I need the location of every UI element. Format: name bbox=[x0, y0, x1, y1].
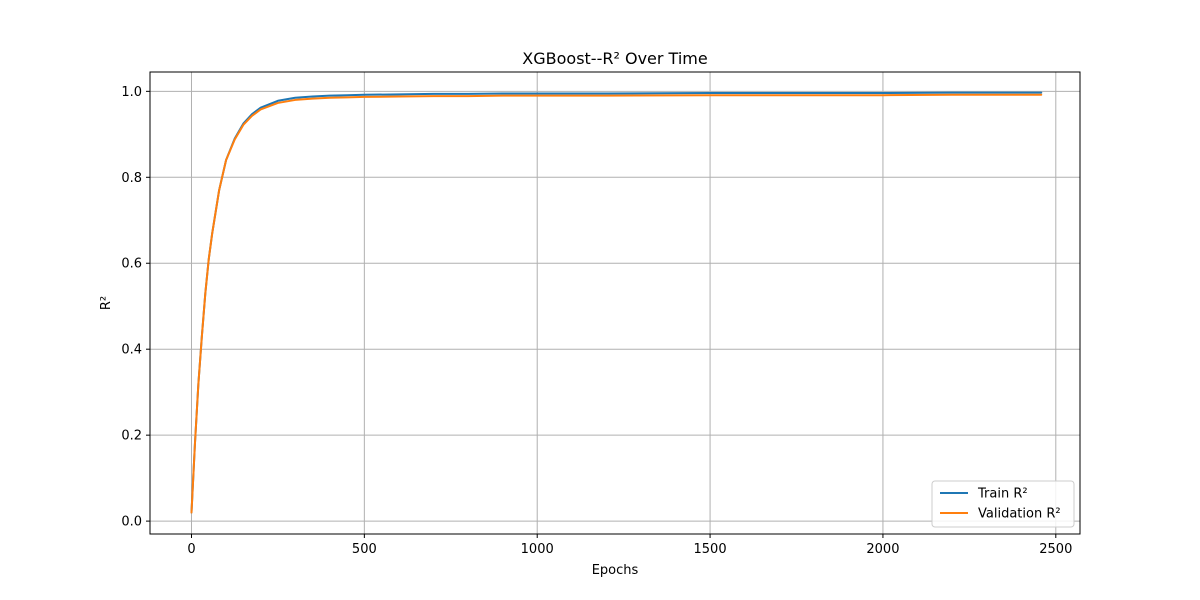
x-tick-label: 2000 bbox=[866, 542, 899, 557]
x-tick-label: 1500 bbox=[694, 542, 727, 557]
series-line-train bbox=[190, 91, 1043, 514]
y-tick-label: 0.8 bbox=[121, 171, 142, 186]
x-axis-label: Epochs bbox=[592, 563, 639, 578]
legend-label: Train R² bbox=[977, 487, 1028, 502]
plot-frame bbox=[149, 71, 1081, 535]
grid bbox=[150, 72, 1080, 534]
y-tick-label: 1.0 bbox=[121, 85, 142, 100]
y-axis-label: R² bbox=[99, 296, 114, 310]
legend-label: Validation R² bbox=[978, 507, 1061, 522]
x-tick-label: 2500 bbox=[1039, 542, 1072, 557]
axis-ticks: 0 500 1000 1500 2000 2500 0.0 0.2 0.4 0.6 0.8 1.0 bbox=[121, 85, 1072, 557]
y-tick-label: 0.0 bbox=[121, 515, 142, 530]
series-lines bbox=[190, 91, 1043, 514]
x-tick-label: 1000 bbox=[521, 542, 554, 557]
y-tick-label: 0.4 bbox=[121, 343, 142, 358]
y-tick-label: 0.6 bbox=[121, 257, 142, 272]
y-tick-label: 0.2 bbox=[121, 429, 142, 444]
legend: Train R² Validation R² bbox=[931, 480, 1075, 528]
x-tick-label: 0 bbox=[187, 542, 195, 557]
chart-title: XGBoost--R² Over Time bbox=[522, 49, 707, 68]
x-tick-label: 500 bbox=[352, 542, 377, 557]
series-line-validation bbox=[190, 93, 1043, 514]
